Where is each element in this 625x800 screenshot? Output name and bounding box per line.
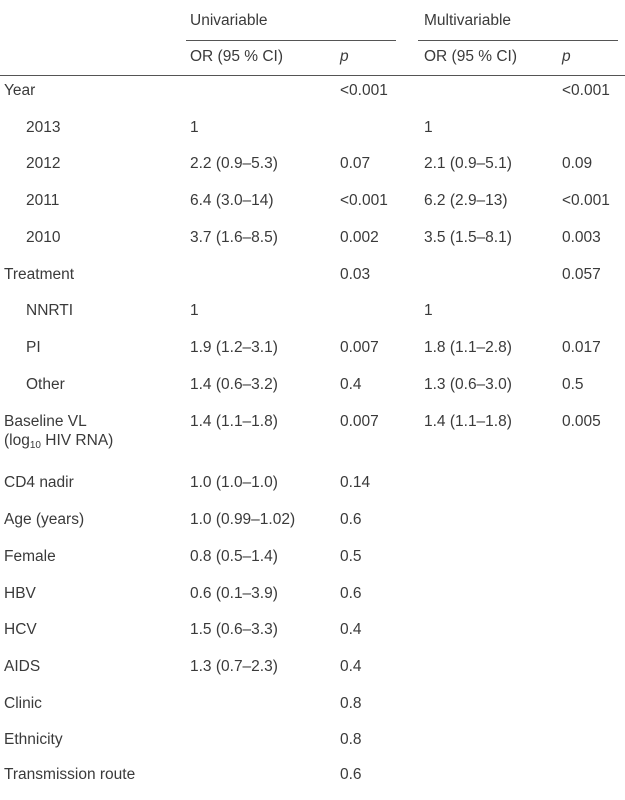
row-uni-or: 1.0 (1.0–1.0) bbox=[190, 474, 278, 491]
row-multi-p: 0.017 bbox=[562, 339, 601, 356]
row-label: HCV bbox=[4, 621, 37, 638]
row-label: Baseline VL bbox=[4, 413, 87, 430]
row-multi-or: 1.8 (1.1–2.8) bbox=[424, 339, 512, 356]
header-multi-or: OR (95 % CI) bbox=[424, 48, 518, 65]
row-label: 2011 bbox=[26, 192, 60, 209]
row-uni-p: 0.8 bbox=[340, 695, 362, 712]
row-label-line2-sub: 10 bbox=[29, 440, 41, 451]
row-multi-or: 6.2 (2.9–13) bbox=[424, 192, 508, 209]
row-uni-or: 1.9 (1.2–3.1) bbox=[190, 339, 278, 356]
row-label: AIDS bbox=[4, 658, 41, 675]
row-label: NNRTI bbox=[26, 302, 74, 319]
row-uni-or: 1 bbox=[190, 302, 199, 319]
row-multi-p: <0.001 bbox=[562, 192, 610, 209]
row-multi-p: <0.001 bbox=[562, 82, 610, 99]
header-uni-p: p bbox=[340, 48, 349, 65]
row-uni-or: 1 bbox=[190, 119, 199, 136]
header-multivariable: Multivariable bbox=[424, 12, 512, 29]
row-uni-p: 0.14 bbox=[340, 474, 371, 491]
row-label: 2012 bbox=[26, 155, 61, 172]
row-uni-or: 1.4 (0.6–3.2) bbox=[190, 376, 278, 393]
row-uni-or: 2.2 (0.9–5.3) bbox=[190, 155, 278, 172]
row-multi-p: 0.003 bbox=[562, 229, 601, 246]
row-multi-or: 3.5 (1.5–8.1) bbox=[424, 229, 512, 246]
row-label: 2010 bbox=[26, 229, 61, 246]
row-multi-or: 1 bbox=[424, 302, 433, 319]
row-uni-p: 0.03 bbox=[340, 266, 371, 283]
row-multi-p: 0.005 bbox=[562, 413, 601, 430]
row-uni-p: 0.8 bbox=[340, 731, 362, 748]
row-uni-p: 0.6 bbox=[340, 766, 362, 783]
row-uni-or: 1.4 (1.1–1.8) bbox=[190, 413, 278, 430]
row-label: PI bbox=[26, 339, 41, 356]
row-uni-p: 0.07 bbox=[340, 155, 371, 172]
row-uni-p: <0.001 bbox=[340, 82, 388, 99]
row-label: Other bbox=[26, 376, 65, 393]
row-uni-p: 0.4 bbox=[340, 621, 362, 638]
row-label: Ethnicity bbox=[4, 731, 63, 748]
row-uni-p: 0.4 bbox=[340, 376, 362, 393]
row-label-line2-post: HIV RNA) bbox=[40, 432, 114, 449]
row-label: Transmission route bbox=[4, 766, 136, 783]
row-uni-p: 0.007 bbox=[340, 339, 379, 356]
row-label: Treatment bbox=[4, 266, 75, 283]
row-multi-or: 1.3 (0.6–3.0) bbox=[424, 376, 512, 393]
row-label: Female bbox=[4, 548, 56, 565]
row-label: CD4 nadir bbox=[4, 474, 74, 491]
row-uni-or: 6.4 (3.0–14) bbox=[190, 192, 274, 209]
row-multi-p: 0.09 bbox=[562, 155, 593, 172]
row-uni-p: 0.002 bbox=[340, 229, 379, 246]
row-uni-p: <0.001 bbox=[340, 192, 388, 209]
row-label: Year bbox=[4, 82, 36, 99]
row-uni-p: 0.5 bbox=[340, 548, 362, 565]
row-multi-or: 1 bbox=[424, 119, 433, 136]
row-label-line2: (log10 HIV RNA) bbox=[4, 432, 114, 451]
row-uni-or: 0.8 (0.5–1.4) bbox=[190, 548, 278, 565]
row-uni-or: 3.7 (1.6–8.5) bbox=[190, 229, 278, 246]
row-multi-p: 0.057 bbox=[562, 266, 601, 283]
header-univariable: Univariable bbox=[190, 12, 268, 29]
row-uni-or: 1.5 (0.6–3.3) bbox=[190, 621, 278, 638]
header-uni-or: OR (95 % CI) bbox=[190, 48, 284, 65]
row-multi-or: 1.4 (1.1–1.8) bbox=[424, 413, 512, 430]
row-uni-p: 0.6 bbox=[340, 585, 362, 602]
row-uni-p: 0.007 bbox=[340, 413, 379, 430]
header-bottom-rule bbox=[0, 75, 625, 76]
row-uni-p: 0.4 bbox=[340, 658, 362, 675]
row-label: HBV bbox=[4, 585, 36, 602]
row-label-line2-pre: (log bbox=[4, 432, 30, 449]
row-uni-p: 0.6 bbox=[340, 511, 362, 528]
row-label: Age (years) bbox=[4, 511, 85, 528]
row-uni-or: 1.0 (0.99–1.02) bbox=[190, 511, 296, 528]
row-multi-p: 0.5 bbox=[562, 376, 584, 393]
row-label: Clinic bbox=[4, 695, 42, 712]
row-uni-or: 1.3 (0.7–2.3) bbox=[190, 658, 278, 675]
header-group2-rule bbox=[418, 40, 618, 41]
row-label: 2013 bbox=[26, 119, 61, 136]
header-group1-rule bbox=[186, 40, 396, 41]
row-multi-or: 2.1 (0.9–5.1) bbox=[424, 155, 512, 172]
row-uni-or: 0.6 (0.1–3.9) bbox=[190, 585, 278, 602]
header-multi-p: p bbox=[562, 48, 571, 65]
